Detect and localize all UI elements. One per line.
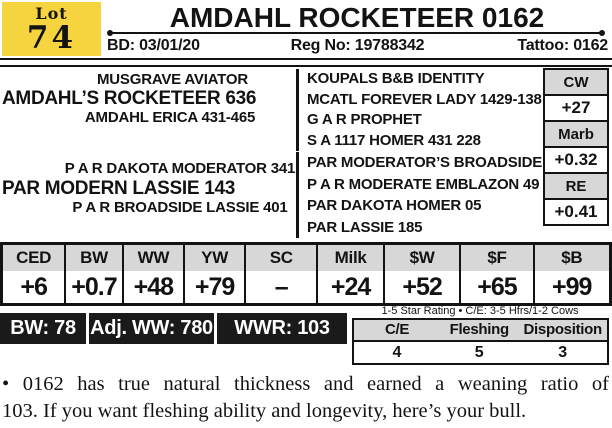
footnote: • 0162 has true natural thickness and ea…: [2, 371, 609, 424]
weaning-weight-ratio: WWR: 103: [217, 313, 347, 344]
epd-column-header: Milk: [318, 245, 383, 271]
star-rating-header-row: C/E Fleshing Disposition: [354, 320, 607, 342]
epd-column-header: YW: [184, 245, 245, 271]
star-rating-value: 3: [558, 344, 568, 361]
star-rating-table: C/E Fleshing Disposition 4 5 3: [352, 318, 609, 365]
adjusted-weaning-weight: Adj. WW: 780: [89, 313, 214, 344]
carcass-epd-value: +0.32: [543, 146, 609, 174]
pedigree-line: PAR DAKOTA HOMER 05: [307, 197, 482, 214]
star-rating-value: 4: [392, 344, 402, 361]
tattoo-number: Tattoo: 0162: [517, 37, 608, 54]
epd-column: CED +6: [3, 245, 65, 303]
dam-dam-name: P A R BROADSIDE LASSIE 401: [72, 199, 288, 216]
epd-column-value: +0.7: [71, 272, 117, 301]
star-rating-caption: 1-5 Star Rating • C/E: 3-5 Hfrs/1-2 Cows: [381, 305, 579, 317]
carcass-epd-box: CW +27 Marb +0.32 RE +0.41: [543, 68, 609, 226]
epd-column: $W +52: [382, 245, 460, 303]
pedigree-line: PAR LASSIE 185: [307, 218, 423, 236]
epd-column: $F +65: [459, 245, 533, 303]
star-rating-value: 5: [474, 344, 484, 361]
pedigree-line: MCATL FOREVER LADY 1429-138: [307, 90, 542, 108]
weights-bar: BW: 78 Adj. WW: 780 WWR: 103: [0, 313, 347, 344]
star-rating-value-row: 4 5 3: [354, 342, 607, 363]
footnote-line: • 0162 has true natural thickness and ea…: [2, 373, 609, 395]
epd-column-header: BW: [66, 245, 122, 271]
extended-pedigree-dam-group: PAR MODERATOR’S BROADSIDE 09 P A R MODER…: [296, 152, 563, 238]
footnote-line: 103. If you want fleshing ability and lo…: [2, 399, 527, 422]
rule-dot-right-icon: [599, 30, 605, 36]
epd-column-value: +79: [194, 272, 235, 301]
dam-name: PAR MODERN LASSIE 143: [2, 178, 236, 199]
pedigree-line: PAR MODERATOR’S BROADSIDE 09: [307, 154, 563, 171]
epd-column-value: +52: [402, 272, 442, 301]
epd-column-value: +24: [330, 272, 371, 301]
carcass-epd-value: +0.41: [543, 198, 609, 226]
carcass-epd-header: RE: [543, 172, 609, 200]
epd-column-header: CED: [3, 245, 65, 271]
sire-dam-name: AMDAHL ERICA 431-465: [84, 109, 256, 126]
epd-column-header: $F: [461, 245, 533, 271]
epd-column: YW +79: [182, 245, 245, 303]
epd-column-value: +48: [133, 272, 174, 301]
extended-pedigree-sire-group: KOUPALS B&B IDENTITY MCATL FOREVER LADY …: [296, 69, 547, 151]
epd-column-header: WW: [123, 245, 183, 271]
rule-dot-left-icon: [107, 30, 113, 36]
carcass-epd-value: +27: [543, 94, 609, 122]
sire-name: AMDAHL’S ROCKETEER 636: [2, 88, 257, 109]
epd-column-header: $W: [384, 245, 460, 271]
pedigree-line: G A R PROPHET: [307, 111, 422, 128]
epd-column: $B +99: [532, 245, 609, 303]
epd-column-value: –: [274, 272, 289, 301]
epd-column-value: +99: [552, 272, 592, 301]
birth-date: BD: 03/01/20: [107, 37, 200, 54]
pedigree-line: P A R MODERATE EMBLAZON 49: [307, 175, 540, 193]
star-rating-header: C/E: [384, 321, 410, 338]
dam-sire-name: P A R DAKOTA MODERATOR 341: [64, 160, 296, 177]
lot-badge: Lot 74: [2, 2, 101, 56]
epd-column: Milk +24: [316, 245, 383, 303]
epd-column-value: +65: [477, 272, 517, 301]
header-divider: [0, 58, 612, 67]
pedigree-line: KOUPALS B&B IDENTITY: [307, 70, 485, 87]
carcass-epd-header: Marb: [543, 120, 609, 148]
title-underline: [107, 30, 605, 36]
epd-column-value: +6: [20, 272, 48, 301]
epd-column: WW +48: [121, 245, 183, 303]
sire-sire-name: MUSGRAVE AVIATOR: [97, 71, 248, 88]
epd-column: SC –: [244, 245, 317, 303]
birth-weight: BW: 78: [0, 313, 86, 344]
epd-column-header: $B: [534, 245, 609, 271]
registration-number: Reg No: 19788342: [290, 37, 425, 54]
star-rating-header: Disposition: [523, 321, 603, 338]
carcass-epd-header: CW: [543, 68, 609, 96]
epd-column: BW +0.7: [64, 245, 122, 303]
lot-number: 74: [26, 20, 77, 56]
page-title: AMDAHL ROCKETEER 0162: [169, 2, 545, 33]
epd-table: CED +6 BW +0.7 WW +48 YW +79 SC – Milk +…: [0, 242, 612, 306]
pedigree-line: S A 1117 HOMER 431 228: [307, 131, 481, 149]
star-rating-header: Fleshing: [449, 321, 510, 338]
header-info-row: BD: 03/01/20 Reg No: 19788342 Tattoo: 01…: [107, 37, 608, 55]
lot-label: Lot: [35, 4, 68, 23]
epd-column-header: SC: [246, 245, 317, 271]
